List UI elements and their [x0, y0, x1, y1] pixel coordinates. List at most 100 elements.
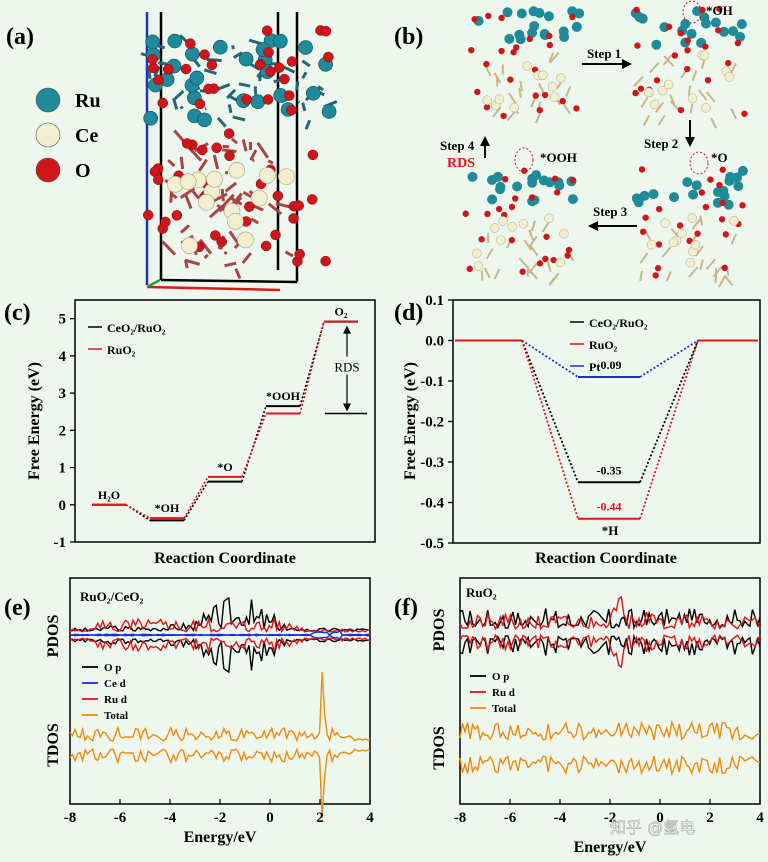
- o-atom: [265, 66, 276, 77]
- o-atom: [471, 16, 478, 23]
- ce-atom: [538, 70, 548, 81]
- bond: [232, 115, 246, 122]
- bond: [193, 58, 201, 68]
- ce-atom: [668, 237, 679, 248]
- ru-atom: [527, 27, 538, 38]
- value-label: -0.09: [597, 358, 622, 372]
- x-axis: -8 -6 -4 -2 0 2 4: [64, 799, 374, 826]
- o-atom: [194, 98, 206, 110]
- x-axis-title: Energy/eV: [574, 839, 647, 856]
- bond: [184, 193, 193, 210]
- y-tick-label: -0.2: [420, 415, 444, 431]
- o-atom: [638, 166, 646, 173]
- o-atom: [510, 49, 517, 56]
- dos-curves: [69, 596, 371, 818]
- ce-atom: [179, 173, 197, 190]
- o-atom: [532, 92, 539, 99]
- o-atom: [665, 23, 673, 30]
- ru-atom: [648, 189, 659, 200]
- connector: [521, 340, 579, 519]
- bond: [665, 271, 672, 282]
- o-atom: [241, 94, 252, 105]
- bond: [216, 117, 227, 128]
- o-atom: [160, 216, 171, 228]
- o-atom: [519, 268, 526, 275]
- o-atom: [203, 83, 214, 95]
- o-atom: [171, 210, 183, 221]
- ru-atom: [699, 12, 710, 23]
- o-atom: [719, 199, 726, 207]
- adsorbate-ooh-label: *OOH: [540, 150, 577, 165]
- bond: [639, 252, 649, 264]
- ru-atom: [719, 191, 730, 202]
- ru-atom: [567, 194, 578, 205]
- o-atom: [478, 236, 485, 243]
- o-atom: [495, 205, 503, 213]
- bond: [172, 99, 179, 110]
- connector: [639, 340, 699, 483]
- legend-label: Ce d: [104, 678, 126, 690]
- ru-atom: [495, 184, 506, 195]
- bond: [212, 154, 220, 170]
- o-atom: [185, 38, 196, 49]
- ru-atom: [143, 110, 158, 126]
- legend-label: Ru: [75, 90, 101, 112]
- o-atom: [181, 138, 193, 149]
- plot-title: RuO₂: [466, 585, 497, 600]
- o-atom: [542, 255, 549, 263]
- o-atom: [498, 14, 505, 22]
- o-atom: [704, 76, 712, 84]
- bond: [718, 276, 726, 288]
- ce-atom: [555, 257, 565, 268]
- x-tick-label: -4: [554, 810, 567, 826]
- ce-atom: [699, 50, 710, 61]
- bond: [242, 190, 252, 199]
- bond: [493, 268, 501, 280]
- bond: [699, 259, 704, 270]
- legend-label: Pt: [589, 360, 600, 374]
- bond: [639, 270, 643, 282]
- ru-atom: [527, 177, 538, 188]
- ru-atom: [514, 29, 525, 40]
- o-atom: [526, 35, 533, 43]
- o-highlight: [689, 151, 709, 175]
- o-atom: [157, 97, 169, 109]
- o-atom: [677, 30, 685, 37]
- bond: [198, 158, 208, 172]
- panel-b: (b) Step 1 Step 2 Step 3 Step 4 RDS *OH …: [394, 0, 748, 288]
- bond: [705, 258, 717, 271]
- bond: [206, 58, 222, 63]
- bond: [249, 149, 258, 161]
- panel-a: (a) Ru Ce O: [6, 12, 338, 292]
- ru-atom: [682, 177, 693, 188]
- o-atom: [655, 241, 663, 248]
- o-atom: [541, 91, 549, 99]
- o-atom: [642, 214, 649, 221]
- bond: [275, 202, 291, 209]
- x-tick-label: -4: [164, 810, 177, 826]
- panel-f-label: (f): [394, 595, 418, 621]
- ru-atom: [467, 171, 478, 182]
- rds-label: RDS: [334, 360, 359, 375]
- o-atom: [677, 106, 685, 114]
- o-atom: [273, 62, 285, 73]
- o-atom: [286, 56, 298, 67]
- ru-d-spin-up: [69, 616, 371, 634]
- ce-atom: [549, 92, 560, 102]
- rds-arrowhead: [343, 403, 351, 412]
- o-atom: [653, 77, 661, 84]
- ce-atom: [228, 161, 246, 179]
- y-tick-label: 5: [59, 312, 67, 328]
- bond: [492, 106, 502, 118]
- bond: [687, 85, 692, 96]
- ru-atom: [238, 51, 254, 67]
- bond: [171, 90, 185, 102]
- o-atom: [528, 194, 536, 201]
- ce-d-spin-down: [69, 634, 371, 641]
- connector: [183, 481, 209, 521]
- legend-label: RuO₂: [107, 343, 136, 357]
- connector: [125, 504, 151, 519]
- o-atom: [565, 246, 573, 254]
- legend: CeO₂/RuO₂ RuO₂: [88, 321, 166, 357]
- bond: [220, 188, 225, 202]
